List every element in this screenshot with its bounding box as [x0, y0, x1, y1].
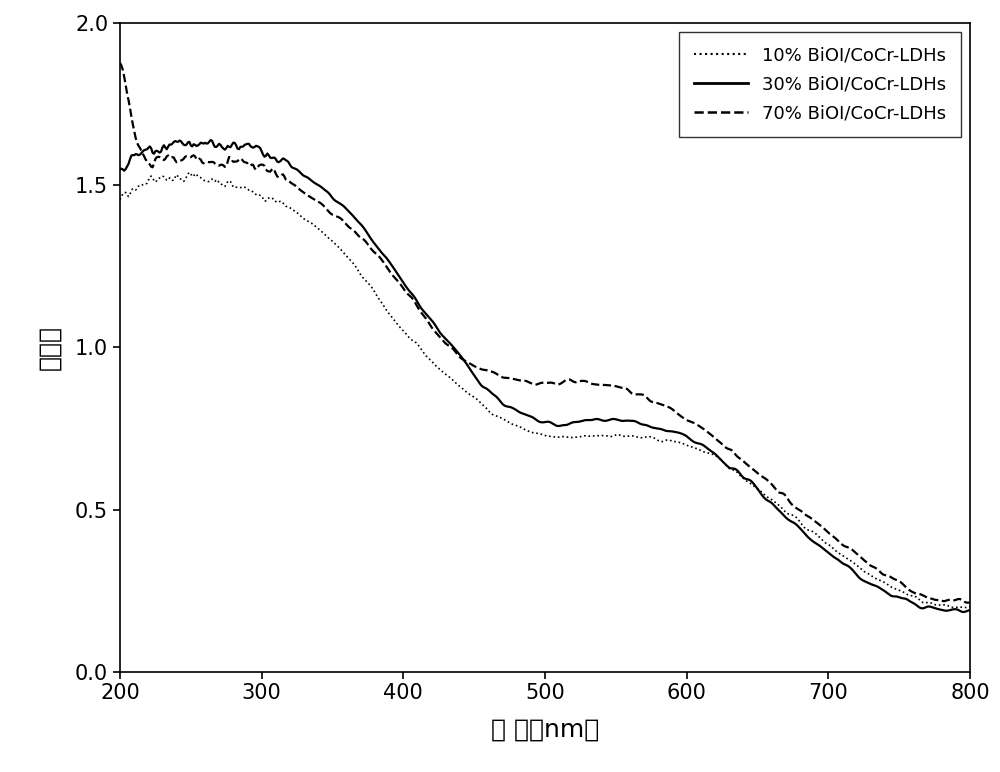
10% BiOI/CoCr-LDHs — [964, 602, 976, 611]
10% BiOI/CoCr-LDHs — [939, 600, 951, 609]
30% BiOI/CoCr-LDHs — [168, 137, 180, 147]
10% BiOI/CoCr-LDHs — [396, 325, 408, 334]
10% BiOI/CoCr-LDHs — [793, 516, 805, 525]
30% BiOI/CoCr-LDHs — [396, 276, 408, 285]
70% BiOI/CoCr-LDHs — [394, 279, 406, 289]
30% BiOI/CoCr-LDHs — [114, 165, 126, 174]
Line: 30% BiOI/CoCr-LDHs: 30% BiOI/CoCr-LDHs — [120, 140, 970, 612]
30% BiOI/CoCr-LDHs — [793, 522, 805, 531]
X-axis label: 波 长（nm）: 波 长（nm） — [491, 717, 599, 741]
70% BiOI/CoCr-LDHs — [907, 587, 919, 597]
30% BiOI/CoCr-LDHs — [205, 135, 217, 144]
10% BiOI/CoCr-LDHs — [909, 591, 921, 601]
10% BiOI/CoCr-LDHs — [274, 197, 286, 206]
Legend: 10% BiOI/CoCr-LDHs, 30% BiOI/CoCr-LDHs, 70% BiOI/CoCr-LDHs: 10% BiOI/CoCr-LDHs, 30% BiOI/CoCr-LDHs, … — [679, 32, 961, 137]
10% BiOI/CoCr-LDHs — [114, 195, 126, 205]
10% BiOI/CoCr-LDHs — [958, 603, 970, 612]
Y-axis label: 吸光度: 吸光度 — [37, 325, 61, 370]
70% BiOI/CoCr-LDHs — [937, 597, 949, 606]
70% BiOI/CoCr-LDHs — [168, 153, 180, 162]
30% BiOI/CoCr-LDHs — [964, 605, 976, 615]
70% BiOI/CoCr-LDHs — [273, 173, 285, 182]
70% BiOI/CoCr-LDHs — [964, 598, 976, 608]
Line: 70% BiOI/CoCr-LDHs: 70% BiOI/CoCr-LDHs — [120, 63, 970, 603]
Line: 10% BiOI/CoCr-LDHs: 10% BiOI/CoCr-LDHs — [120, 172, 970, 608]
70% BiOI/CoCr-LDHs — [114, 58, 126, 67]
30% BiOI/CoCr-LDHs — [939, 606, 951, 615]
70% BiOI/CoCr-LDHs — [963, 598, 975, 608]
70% BiOI/CoCr-LDHs — [791, 504, 803, 513]
10% BiOI/CoCr-LDHs — [183, 168, 195, 177]
10% BiOI/CoCr-LDHs — [168, 175, 180, 185]
30% BiOI/CoCr-LDHs — [909, 599, 921, 608]
30% BiOI/CoCr-LDHs — [274, 157, 286, 166]
30% BiOI/CoCr-LDHs — [957, 608, 969, 617]
